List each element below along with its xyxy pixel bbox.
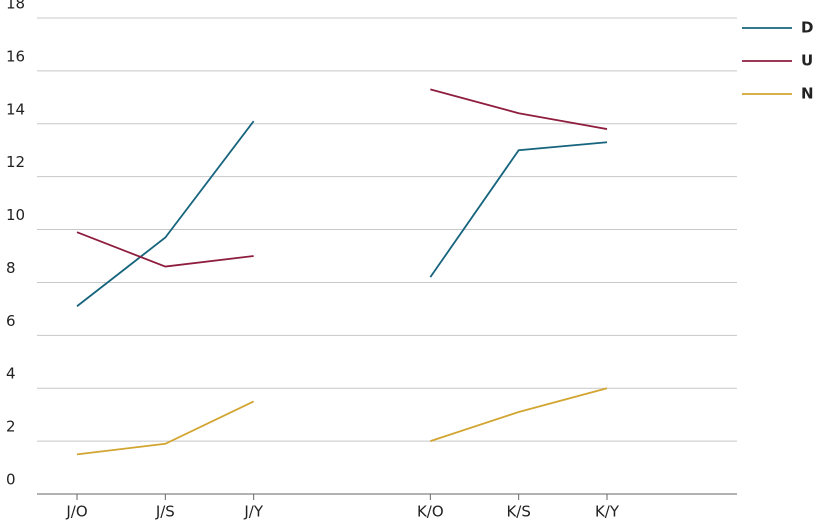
series-line <box>76 88 608 268</box>
x-tick-label: K/Y <box>595 503 620 521</box>
legend-label: N <box>801 85 814 103</box>
y-tick-label: 6 <box>6 312 16 330</box>
y-tick-label: 4 <box>6 365 16 383</box>
series-line <box>76 387 608 456</box>
x-tick-label: J/S <box>155 503 175 521</box>
y-tick-label: 0 <box>6 471 16 489</box>
series-line <box>76 120 608 307</box>
y-tick-label: 16 <box>6 47 25 65</box>
legend-label: D <box>801 19 813 37</box>
x-tick-label: J/Y <box>243 503 263 521</box>
x-tick-label: K/S <box>506 503 530 521</box>
y-tick-label: 18 <box>6 0 25 13</box>
y-tick-label: 8 <box>6 259 16 277</box>
y-tick-label: 2 <box>6 418 16 436</box>
y-tick-label: 14 <box>6 100 25 118</box>
x-tick-label: K/O <box>417 503 444 521</box>
y-tick-label: 12 <box>6 153 25 171</box>
y-tick-label: 10 <box>6 206 25 224</box>
legend-label: U <box>801 52 813 70</box>
x-tick-label: J/O <box>65 503 87 521</box>
